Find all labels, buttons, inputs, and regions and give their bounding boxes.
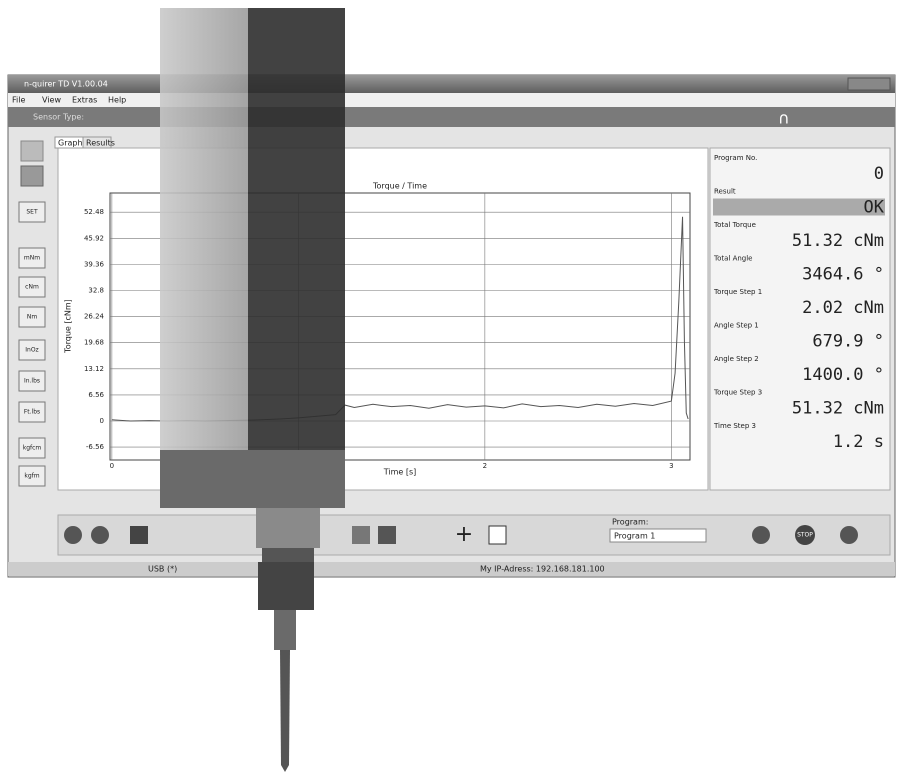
- stop-button[interactable]: [795, 525, 815, 545]
- unit-label: Nm: [27, 314, 37, 321]
- y-tick-label: 39.36: [84, 260, 105, 268]
- result-label: Torque Step 1: [713, 288, 762, 296]
- x-axis-label: Time [s]: [383, 468, 417, 477]
- y-tick-label: 0: [100, 417, 104, 425]
- tab-label: Results: [86, 139, 115, 148]
- status-usb: USB (*): [148, 565, 177, 574]
- stop-label: STOP: [797, 532, 813, 539]
- unit-button[interactable]: [18, 465, 46, 487]
- program-select[interactable]: [609, 528, 707, 543]
- header-strip: [8, 107, 895, 127]
- device-collet: [258, 562, 314, 610]
- result-value: 51.32 cNm: [792, 399, 884, 419]
- result-value: 51.32 cNm: [792, 231, 884, 251]
- result-label: Total Angle: [713, 255, 753, 263]
- unit-button[interactable]: [18, 247, 46, 269]
- unit-button[interactable]: [18, 201, 46, 223]
- menu-item[interactable]: File: [12, 96, 25, 105]
- y-tick-label: 13.12: [84, 365, 104, 373]
- result-value: 0: [874, 164, 884, 184]
- unit-label: kgfcm: [23, 445, 42, 452]
- status-symbol: ∩: [778, 109, 790, 128]
- unit-label: kgfm: [24, 473, 39, 480]
- tab[interactable]: [82, 136, 112, 149]
- device-face: [160, 8, 248, 450]
- result-value: 1400.0 °: [802, 365, 884, 385]
- unit-label: SET: [26, 209, 38, 216]
- menu-item[interactable]: View: [42, 96, 61, 105]
- result-label: Angle Step 1: [714, 322, 759, 330]
- result-value: 679.9 °: [812, 332, 884, 352]
- result-value: 2.02 cNm: [802, 298, 884, 318]
- y-tick-label: 45.92: [84, 234, 104, 242]
- toolbar-icons: + STOP: [64, 522, 858, 547]
- menu-bar: [8, 93, 895, 107]
- result-label: Angle Step 2: [714, 355, 759, 363]
- y-tick-label: 6.56: [88, 391, 104, 399]
- program-value: Program 1: [614, 532, 655, 541]
- status-ip: My IP-Adress: 192.168.181.100: [480, 565, 605, 574]
- x-tick-label: 3: [669, 462, 673, 470]
- program-label: Program:: [612, 518, 648, 527]
- device-face: [248, 8, 345, 450]
- x-tick-label: 2: [483, 462, 487, 470]
- tool-button[interactable]: [378, 526, 396, 544]
- unit-label: mNm: [24, 255, 40, 262]
- device-thread: [262, 548, 314, 562]
- toolbar: [57, 514, 891, 556]
- add-button[interactable]: +: [455, 522, 473, 547]
- window-controls[interactable]: [847, 77, 891, 91]
- unit-button[interactable]: [18, 370, 46, 392]
- chart-title: Torque / Time: [372, 182, 427, 191]
- menu-item[interactable]: Extras: [72, 96, 97, 105]
- unit-label: InOz: [25, 347, 38, 354]
- play-button[interactable]: [64, 526, 82, 544]
- y-tick-label: 19.68: [84, 339, 104, 347]
- y-tick-label: -6.56: [86, 443, 105, 451]
- unit-button[interactable]: [18, 437, 46, 459]
- connect-button[interactable]: [20, 140, 44, 162]
- cancel-button[interactable]: [20, 165, 44, 187]
- y-tick-label: 26.24: [84, 313, 105, 321]
- device-base: [160, 450, 345, 508]
- window-title: n-quirer TD V1.00.04: [24, 80, 108, 89]
- unit-button[interactable]: [18, 276, 46, 298]
- y-tick-label: 32.8: [88, 286, 104, 294]
- result-label: Program No.: [714, 154, 757, 162]
- menu-item[interactable]: Help: [108, 96, 126, 105]
- x-tick-label: 0: [110, 462, 114, 470]
- unit-button[interactable]: [18, 339, 46, 361]
- result-value: 1.2 s: [833, 432, 884, 452]
- status-bar: [8, 562, 895, 576]
- unit-label: In.lbs: [24, 378, 40, 385]
- tool-button[interactable]: [352, 526, 370, 544]
- result-label: Total Torque: [713, 221, 756, 229]
- result-label: Result: [714, 188, 736, 196]
- tab-label: Graph: [58, 139, 83, 148]
- result-label: Torque Step 3: [713, 389, 762, 397]
- device-shaft: [274, 610, 296, 650]
- unit-button[interactable]: [18, 401, 46, 423]
- result-label: Time Step 3: [713, 422, 756, 430]
- sensor-device: [160, 8, 345, 772]
- title-bar: [8, 75, 895, 93]
- y-tick-label: 52.48: [84, 208, 104, 216]
- sensor-type: Sensor Type:: [33, 113, 84, 122]
- device-neck: [256, 508, 320, 548]
- stop-record-button[interactable]: [91, 526, 109, 544]
- unit-label: Ft.lbs: [24, 409, 40, 416]
- result-box: [713, 198, 885, 216]
- result-value: OK: [864, 198, 885, 218]
- result-value: 3464.6 °: [802, 265, 884, 285]
- device-probe: [280, 650, 290, 772]
- cycle-button[interactable]: [840, 526, 858, 544]
- tool-button[interactable]: [130, 526, 148, 544]
- unit-button[interactable]: [18, 306, 46, 328]
- unit-label: cNm: [25, 284, 39, 291]
- y-axis-label: Torque [cNm]: [64, 299, 73, 354]
- table-button[interactable]: [488, 525, 507, 545]
- cycle-button[interactable]: [752, 526, 770, 544]
